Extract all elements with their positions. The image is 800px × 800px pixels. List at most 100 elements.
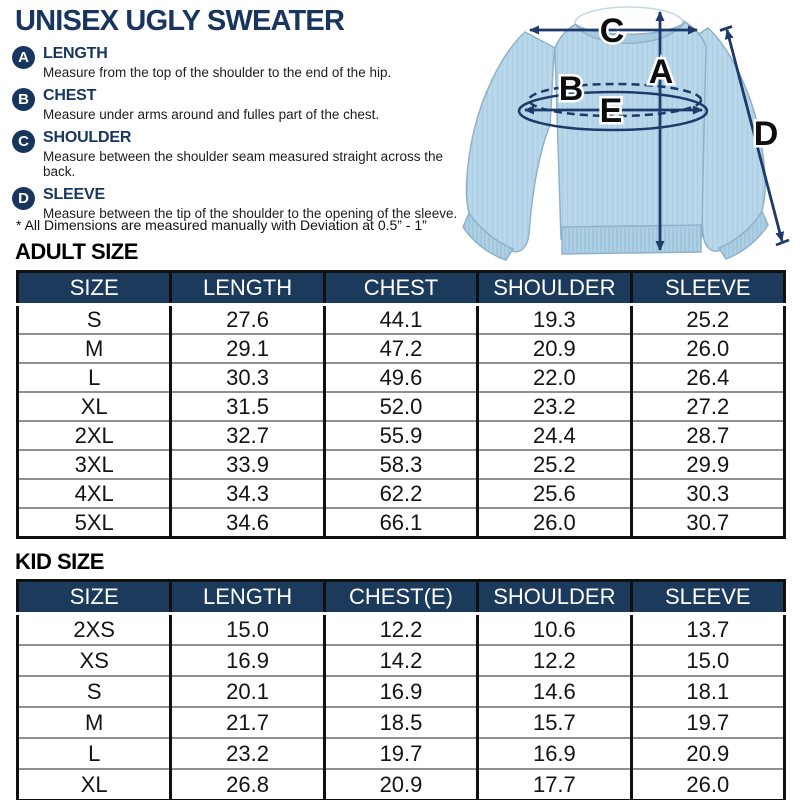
adult-4xl-length: 34.3 xyxy=(169,478,325,508)
adult-xl-shoulder: 23.2 xyxy=(476,391,632,421)
adult-l-length: 30.3 xyxy=(169,362,325,392)
kid-xl-cheste: 20.9 xyxy=(322,768,478,800)
label-b-chest: B xyxy=(559,70,584,108)
adult-s-length: 27.6 xyxy=(169,304,325,334)
adult-m-length: 29.1 xyxy=(169,333,325,363)
letter-badge-c: C xyxy=(12,130,35,153)
adult-l-shoulder: 22.0 xyxy=(476,362,632,392)
legend-item-chest: B CHEST Measure under arms around and fu… xyxy=(12,87,462,122)
adult-2xl-chest: 55.9 xyxy=(322,420,478,450)
adult-row-5xl: 5XL 34.6 66.1 26.0 30.7 xyxy=(17,507,785,538)
kid-l-shoulder: 16.9 xyxy=(476,737,632,769)
chest-dashed-ellipse xyxy=(527,82,703,118)
adult-m-sleeve: 26.0 xyxy=(629,333,785,363)
adult-4xl-chest: 62.2 xyxy=(322,478,478,508)
measurement-letters: C A B E D xyxy=(556,10,781,156)
kid-xs-shoulder: 12.2 xyxy=(476,644,632,676)
adult-l-size: L xyxy=(17,362,171,392)
adult-size-heading: ADULT SIZE xyxy=(15,239,138,264)
adult-row-l: L 30.3 49.6 22.0 26.4 xyxy=(17,362,785,392)
label-c-shoulder: C xyxy=(600,12,625,50)
legend-label-chest: CHEST xyxy=(43,87,97,104)
adult-col-shoulder: SHOULDER xyxy=(476,271,632,306)
kid-row-l: L 23.2 19.7 16.9 20.9 xyxy=(17,737,785,769)
adult-5xl-length: 34.6 xyxy=(169,507,325,538)
kid-size-heading: KID SIZE xyxy=(15,549,104,574)
legend-desc-shoulder: Measure between the shoulder seam measur… xyxy=(43,149,443,179)
adult-s-shoulder: 19.3 xyxy=(476,304,632,334)
kid-col-length: LENGTH xyxy=(169,580,325,615)
adult-4xl-size: 4XL xyxy=(17,478,171,508)
letter-badge-d: D xyxy=(12,187,35,210)
kid-2xs-sleeve: 13.7 xyxy=(629,613,785,645)
measurement-annotations xyxy=(517,11,790,251)
adult-4xl-sleeve: 30.3 xyxy=(629,478,785,508)
label-d-sleeve: D xyxy=(754,115,779,153)
kid-row-xs: XS 16.9 14.2 12.2 15.0 xyxy=(17,644,785,676)
kid-l-sleeve: 20.9 xyxy=(629,737,785,769)
kid-m-length: 21.7 xyxy=(169,706,325,738)
adult-col-chest: CHEST xyxy=(322,271,478,306)
kid-m-size: M xyxy=(17,706,171,738)
legend-desc-chest: Measure under arms around and fulles par… xyxy=(43,107,380,122)
kid-2xs-size: 2XS xyxy=(73,616,115,642)
kid-m-cheste: 18.5 xyxy=(322,706,478,738)
adult-3xl-size: 3XL xyxy=(17,449,171,479)
kid-s-length: 20.1 xyxy=(169,675,325,707)
kid-s-cheste: 16.9 xyxy=(322,675,478,707)
kid-2xs-shoulder: 10.6 xyxy=(476,613,632,645)
adult-col-length: LENGTH xyxy=(169,271,325,306)
deviation-note: * All Dimensions are measured manually w… xyxy=(16,217,427,233)
chest-solid-ellipse xyxy=(517,90,709,132)
adult-m-size: M xyxy=(17,333,171,363)
kid-2xs-cheste: 12.2 xyxy=(322,613,478,645)
legend-item-sleeve: D SLEEVE Measure between the tip of the … xyxy=(12,186,462,221)
adult-row-4xl: 4XL 34.3 62.2 25.6 30.3 xyxy=(17,478,785,508)
adult-3xl-chest: 58.3 xyxy=(322,449,478,479)
adult-3xl-sleeve: 29.9 xyxy=(629,449,785,479)
legend-desc-sleeve: Measure between the tip of the shoulder … xyxy=(43,206,458,221)
kid-s-size: S xyxy=(17,675,171,707)
sleeve-measure-line xyxy=(724,29,785,242)
kid-xl-size: XL xyxy=(17,768,171,800)
adult-xl-sleeve: 27.2 xyxy=(629,391,785,421)
kid-col-sleeve: SLEEVE xyxy=(629,580,785,615)
legend-label-sleeve: SLEEVE xyxy=(43,186,105,203)
adult-row-2xl: 2XL 32.7 55.9 24.4 28.7 xyxy=(17,420,785,450)
sweater-hem xyxy=(561,224,702,255)
measurement-legend: A LENGTH Measure from the top of the sho… xyxy=(12,45,462,228)
adult-s-chest: 44.1 xyxy=(322,304,478,334)
kid-2xs-length: 15.0 xyxy=(169,613,325,645)
page-title: UNISEX UGLY SWEATER xyxy=(15,5,345,37)
kid-row-m: M 21.7 18.5 15.7 19.7 xyxy=(17,706,785,738)
kid-xs-cheste: 14.2 xyxy=(322,644,478,676)
kid-row-s: S 20.1 16.9 14.6 18.1 xyxy=(17,675,785,707)
kid-col-shoulder: SHOULDER xyxy=(476,580,632,615)
kid-row-2xs: 2XS 15.0 12.2 10.6 13.7 xyxy=(18,613,785,645)
adult-3xl-shoulder: 25.2 xyxy=(476,449,632,479)
adult-xl-chest: 52.0 xyxy=(322,391,478,421)
sweater-body xyxy=(554,10,707,240)
kid-xs-sleeve: 15.0 xyxy=(629,644,785,676)
kid-size-table: SIZE LENGTH CHEST(E) SHOULDER SLEEVE 2XS 15.0 1… xyxy=(16,579,786,800)
sleeve-tick-top xyxy=(719,25,733,32)
adult-row-m: M 29.1 47.2 20.9 26.0 xyxy=(17,333,785,363)
adult-col-sleeve: SLEEVE xyxy=(629,271,785,306)
kid-l-length: 23.2 xyxy=(169,737,325,769)
adult-4xl-shoulder: 25.6 xyxy=(476,478,632,508)
kid-xl-shoulder: 17.7 xyxy=(476,768,632,800)
adult-5xl-size: 5XL xyxy=(17,507,171,538)
adult-row-3xl: 3XL 33.9 58.3 25.2 29.9 xyxy=(17,449,785,479)
adult-l-chest: 49.6 xyxy=(322,362,478,392)
adult-5xl-shoulder: 26.0 xyxy=(476,507,632,538)
adult-xl-size: XL xyxy=(17,391,171,421)
label-e-width: E xyxy=(600,92,623,130)
kid-xs-length: 16.9 xyxy=(169,644,325,676)
adult-m-shoulder: 20.9 xyxy=(476,333,632,363)
adult-size-table: SIZE LENGTH CHEST SHOULDER SLEEVE S 27.6 44.1 19… xyxy=(16,270,786,539)
kid-col-cheste: CHEST(E) xyxy=(322,580,478,615)
kid-l-size: L xyxy=(17,737,171,769)
sweater-left-sleeve xyxy=(465,31,556,253)
sleeve-tick-bottom xyxy=(775,238,790,247)
